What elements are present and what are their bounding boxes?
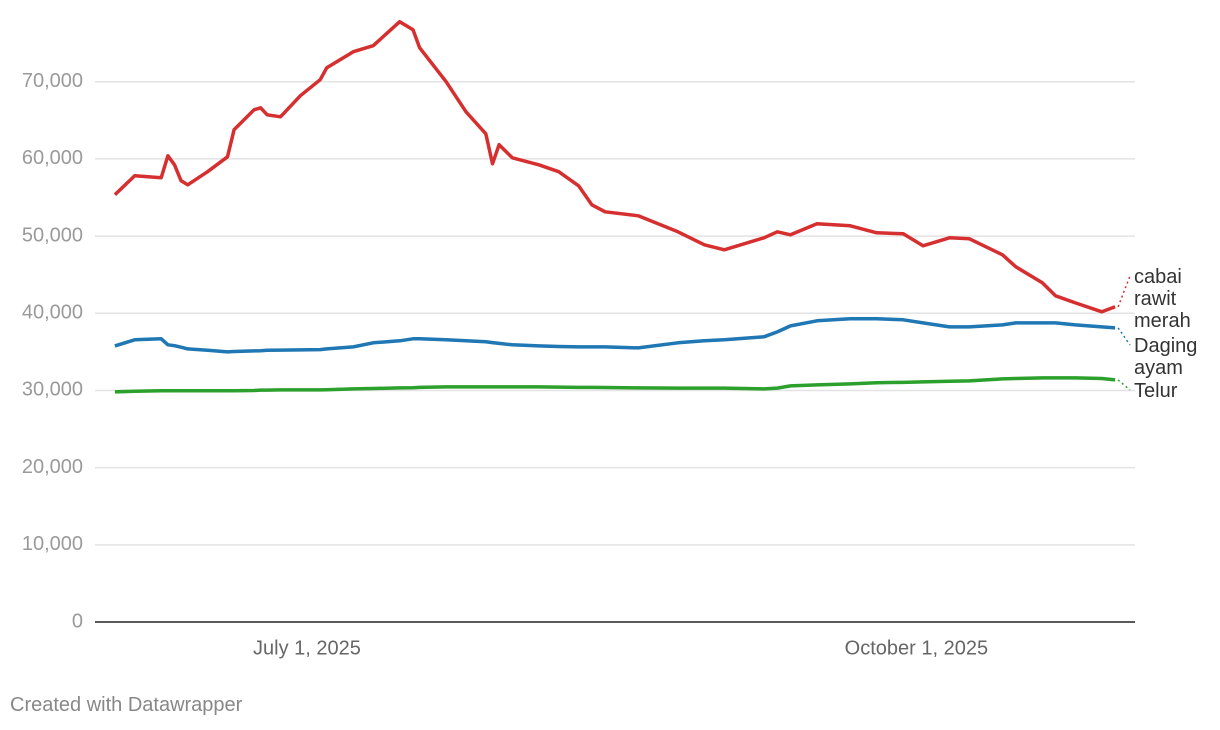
y-tick-label: 50,000 bbox=[22, 224, 83, 246]
label-connector bbox=[1117, 327, 1131, 346]
series-label: Telur bbox=[1134, 380, 1178, 402]
y-tick-label: 60,000 bbox=[22, 147, 83, 169]
series-line bbox=[114, 317, 1116, 354]
y-tick-label: 10,000 bbox=[22, 533, 83, 555]
series-label: Daging ayam bbox=[1134, 335, 1198, 379]
label-connector bbox=[1117, 379, 1131, 391]
y-tick-label: 0 bbox=[72, 610, 83, 632]
series-line bbox=[113, 19, 1116, 314]
x-tick-label: July 1, 2025 bbox=[253, 637, 361, 659]
y-tick-label: 70,000 bbox=[22, 70, 83, 92]
series-line bbox=[114, 376, 1116, 394]
label-connector bbox=[1117, 275, 1131, 308]
y-tick-label: 40,000 bbox=[22, 302, 83, 324]
source-note: Created with Datawrapper bbox=[10, 694, 243, 716]
series-label: cabai rawit merah bbox=[1134, 266, 1191, 332]
x-tick-label: October 1, 2025 bbox=[845, 637, 988, 659]
y-tick-label: 30,000 bbox=[22, 379, 83, 401]
y-tick-label: 20,000 bbox=[22, 456, 83, 478]
